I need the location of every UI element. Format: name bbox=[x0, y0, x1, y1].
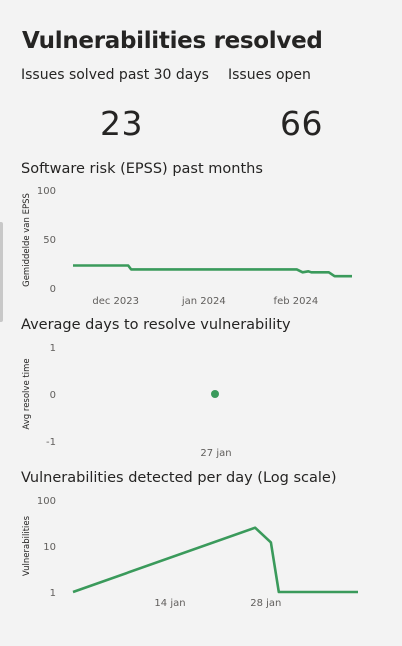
kpi-value-solved: 23 bbox=[100, 104, 143, 143]
kpi-label-open: Issues open bbox=[228, 67, 311, 83]
y-tick-label: 1 bbox=[50, 588, 56, 599]
x-tick-label: 27 jan bbox=[200, 448, 231, 459]
detected-per-day-line-chart: Vulnerabilities 100 10 1 14 jan 28 jan bbox=[22, 496, 358, 609]
epss-series-line bbox=[73, 264, 352, 278]
page-title: Vulnerabilities resolved bbox=[22, 28, 323, 54]
y-tick-label: 50 bbox=[43, 235, 56, 246]
resolve-time-scatter-chart: Avg resolve time 1 0 -1 27 jan bbox=[22, 343, 232, 459]
x-tick-label: 28 jan bbox=[250, 598, 281, 609]
y-tick-label: 100 bbox=[37, 186, 56, 197]
detected-series-line bbox=[72, 526, 358, 594]
chart-title-detected-per-day: Vulnerabilities detected per day (Log sc… bbox=[21, 470, 337, 486]
y-axis-label: Vulnerabilities bbox=[22, 515, 32, 576]
chart-title-resolve-days: Average days to resolve vulnerability bbox=[21, 317, 291, 333]
y-tick-label: 10 bbox=[43, 542, 56, 553]
chart-title-epss: Software risk (EPSS) past months bbox=[21, 161, 263, 177]
y-axis-label: Gemiddelde van EPSS bbox=[22, 193, 32, 287]
x-tick-label: dec 2023 bbox=[92, 296, 139, 307]
y-tick-label: 0 bbox=[50, 390, 56, 401]
y-tick-label: 0 bbox=[50, 284, 56, 295]
y-tick-label: -1 bbox=[46, 437, 56, 448]
x-tick-label: 14 jan bbox=[154, 598, 185, 609]
x-tick-label: jan 2024 bbox=[181, 296, 226, 307]
y-axis-label: Avg resolve time bbox=[22, 358, 32, 429]
x-tick-label: feb 2024 bbox=[274, 296, 319, 307]
kpi-value-open: 66 bbox=[280, 104, 323, 143]
y-tick-label: 1 bbox=[50, 343, 56, 354]
y-tick-label: 100 bbox=[37, 496, 56, 507]
epss-line-chart: Gemiddelde van EPSS 100 50 0 dec 2023 jan 202… bbox=[22, 186, 352, 307]
resolve-time-point bbox=[211, 390, 219, 398]
kpi-label-solved: Issues solved past 30 days bbox=[21, 67, 209, 83]
panel-edge-handle bbox=[0, 222, 3, 322]
